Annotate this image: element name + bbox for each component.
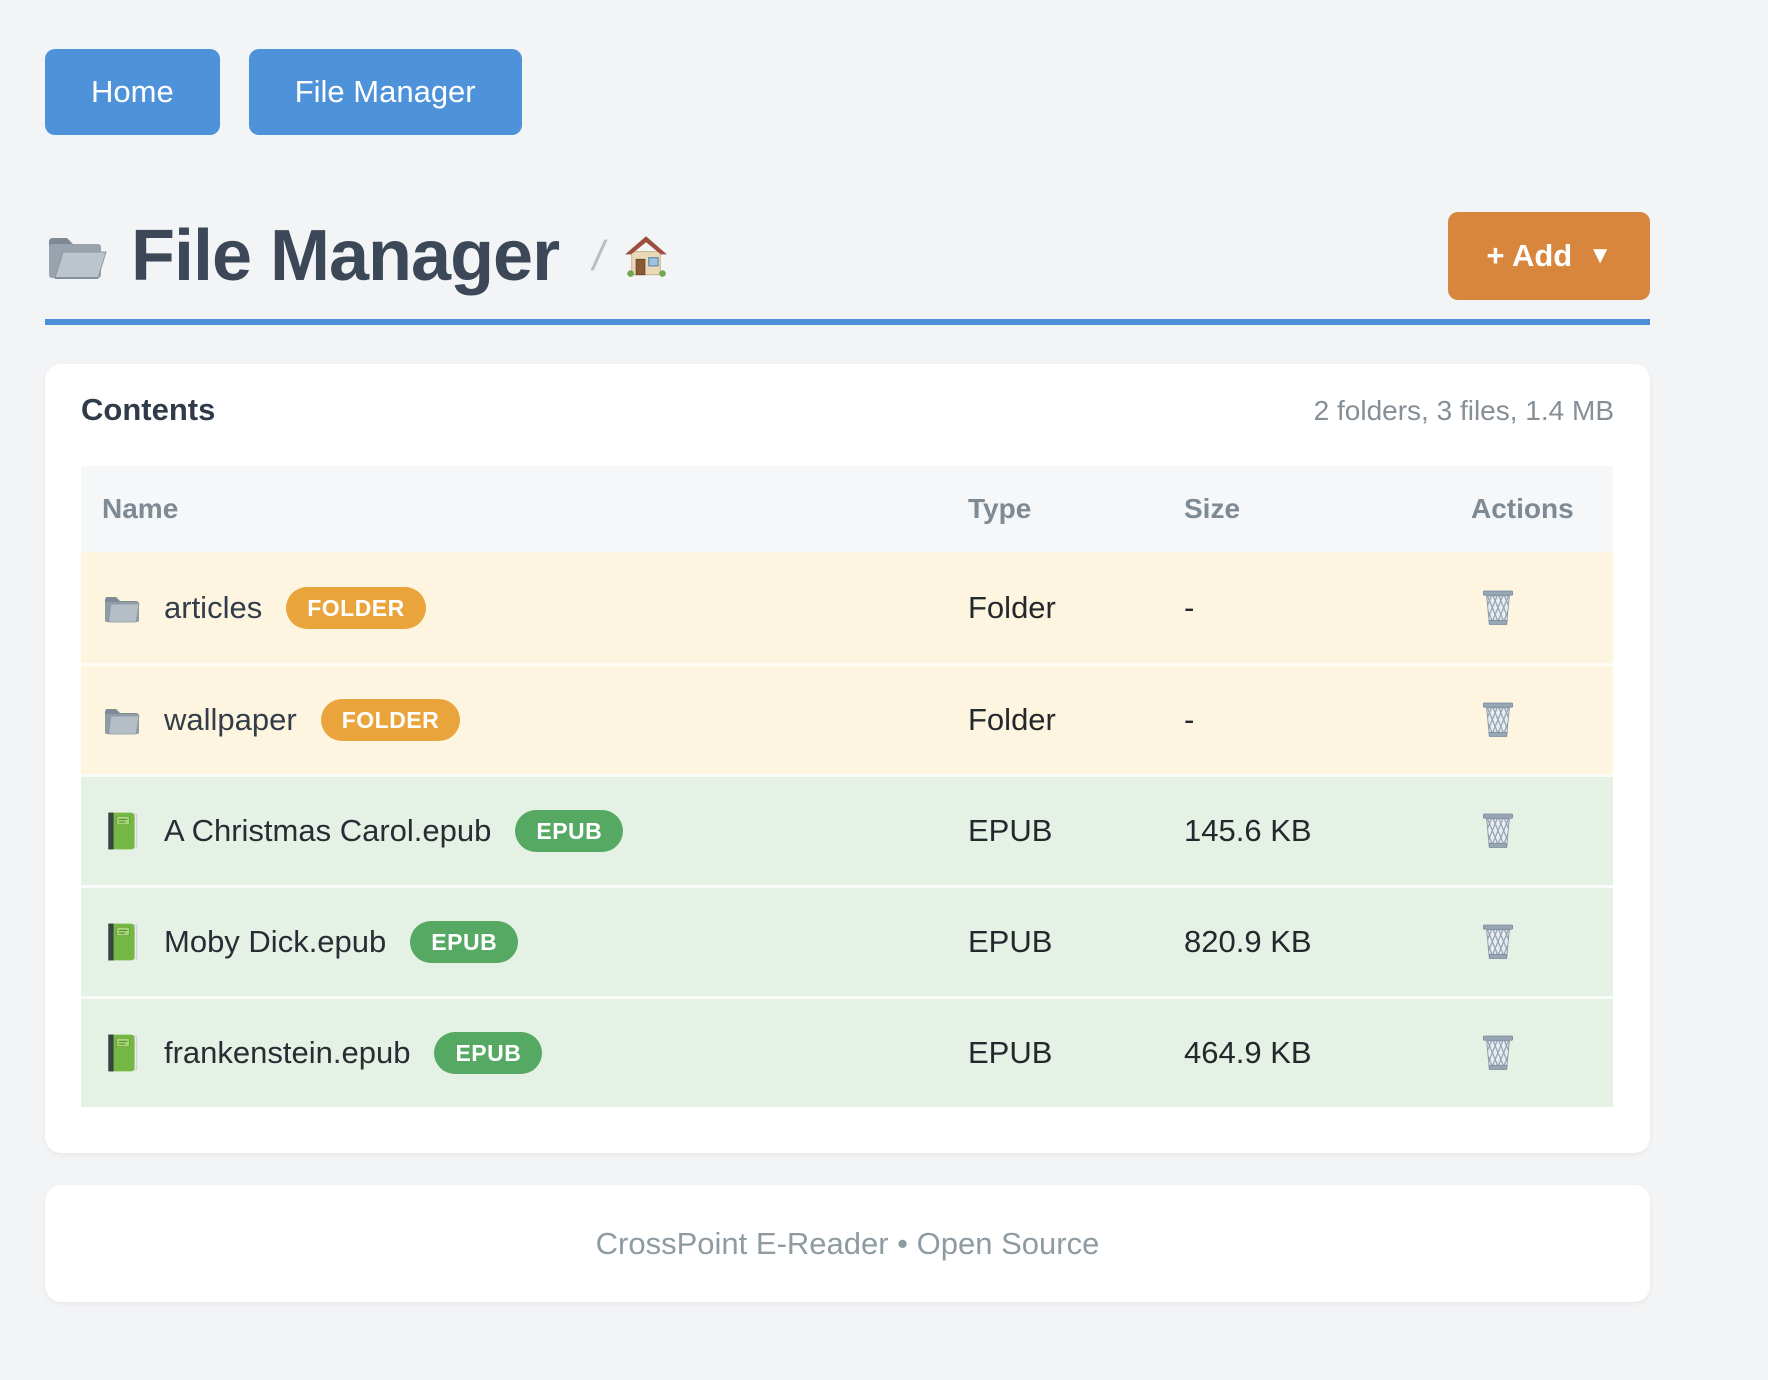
file-name-link[interactable]: Moby Dick.epub [164,924,387,959]
name-cell: frankenstein.epub EPUB [81,1032,968,1074]
footer-text: CrossPoint E-Reader • Open Source [595,1225,1100,1261]
delete-button[interactable] [1481,589,1515,627]
caret-down-icon: ▼ [1588,242,1612,269]
add-button[interactable]: + Add ▼ [1448,212,1650,300]
header-divider [45,319,1650,325]
column-header-size: Size [1184,493,1241,524]
size-cell: - [1184,702,1195,737]
type-badge: EPUB [410,921,519,963]
nav-button-file-manager[interactable]: File Manager [248,49,522,135]
name-cell: wallpaper FOLDER [81,699,968,741]
name-cell: A Christmas Carol.epub EPUB [81,810,968,852]
table-body: articles FOLDER Folder - [81,552,1613,1107]
delete-button[interactable] [1481,923,1515,961]
book-icon [102,922,142,962]
table-row[interactable]: frankenstein.epub EPUB EPUB 464.9 KB [81,996,1613,1107]
type-badge: EPUB [434,1032,543,1074]
column-header-actions: Actions [1471,493,1574,524]
type-cell: EPUB [968,813,1053,848]
table-row[interactable]: Moby Dick.epub EPUB EPUB 820.9 KB [81,885,1613,996]
type-cell: Folder [968,702,1056,737]
nav-bar: Home File Manager [45,0,1650,135]
column-header-type: Type [968,493,1032,524]
size-cell: 464.9 KB [1184,1035,1312,1070]
book-icon [102,1033,142,1073]
breadcrumb-separator: / [589,232,610,279]
file-name-link[interactable]: wallpaper [164,702,297,737]
contents-card-header: Contents 2 folders, 3 files, 1.4 MB [81,392,1614,428]
type-cell: EPUB [968,924,1053,959]
title-wrap: File Manager / [45,215,669,297]
page-container: Home File Manager File Manager / [45,0,1650,1302]
file-name-link[interactable]: articles [164,589,263,625]
contents-heading: Contents [81,392,216,427]
table-row[interactable]: A Christmas Carol.epub EPUB EPUB 145.6 K… [81,774,1613,885]
file-name-link[interactable]: frankenstein.epub [164,1035,411,1070]
table-row[interactable]: articles FOLDER Folder - [81,552,1613,663]
folder-open-icon [45,228,109,284]
column-header-name: Name [102,493,179,524]
home-icon[interactable] [623,234,669,278]
name-cell: articles FOLDER [81,586,968,629]
delete-button[interactable] [1481,812,1515,850]
delete-button[interactable] [1481,1034,1515,1072]
name-cell: Moby Dick.epub EPUB [81,921,968,963]
folder-icon [102,704,142,736]
type-cell: EPUB [968,1035,1053,1070]
file-table: Name Type Size Actions articles FOLDER F… [81,466,1613,1107]
page-title: File Manager [131,216,560,296]
size-cell: 820.9 KB [1184,924,1312,959]
actions-cell [1471,1034,1613,1072]
type-badge: EPUB [515,810,624,852]
folder-icon [102,592,142,624]
table-row[interactable]: wallpaper FOLDER Folder - [81,663,1613,774]
table-header-row: Name Type Size Actions [81,466,1613,552]
actions-cell [1471,923,1613,961]
actions-cell [1471,701,1613,739]
contents-card: Contents 2 folders, 3 files, 1.4 MB Name… [45,364,1650,1153]
type-badge: FOLDER [286,586,426,629]
add-button-label: + Add [1486,238,1573,273]
footer-card: CrossPoint E-Reader • Open Source [45,1185,1650,1302]
actions-cell [1471,812,1613,850]
size-cell: 145.6 KB [1184,813,1312,848]
nav-button-home[interactable]: Home [45,49,220,135]
actions-cell [1471,589,1613,627]
type-cell: Folder [968,589,1056,625]
type-badge: FOLDER [320,699,461,741]
size-cell: - [1184,589,1195,625]
delete-button[interactable] [1481,701,1515,739]
contents-summary: 2 folders, 3 files, 1.4 MB [1313,395,1614,426]
page-header: File Manager / + Add ▼ [45,201,1650,311]
book-icon [102,811,142,851]
file-name-link[interactable]: A Christmas Carol.epub [164,813,492,848]
